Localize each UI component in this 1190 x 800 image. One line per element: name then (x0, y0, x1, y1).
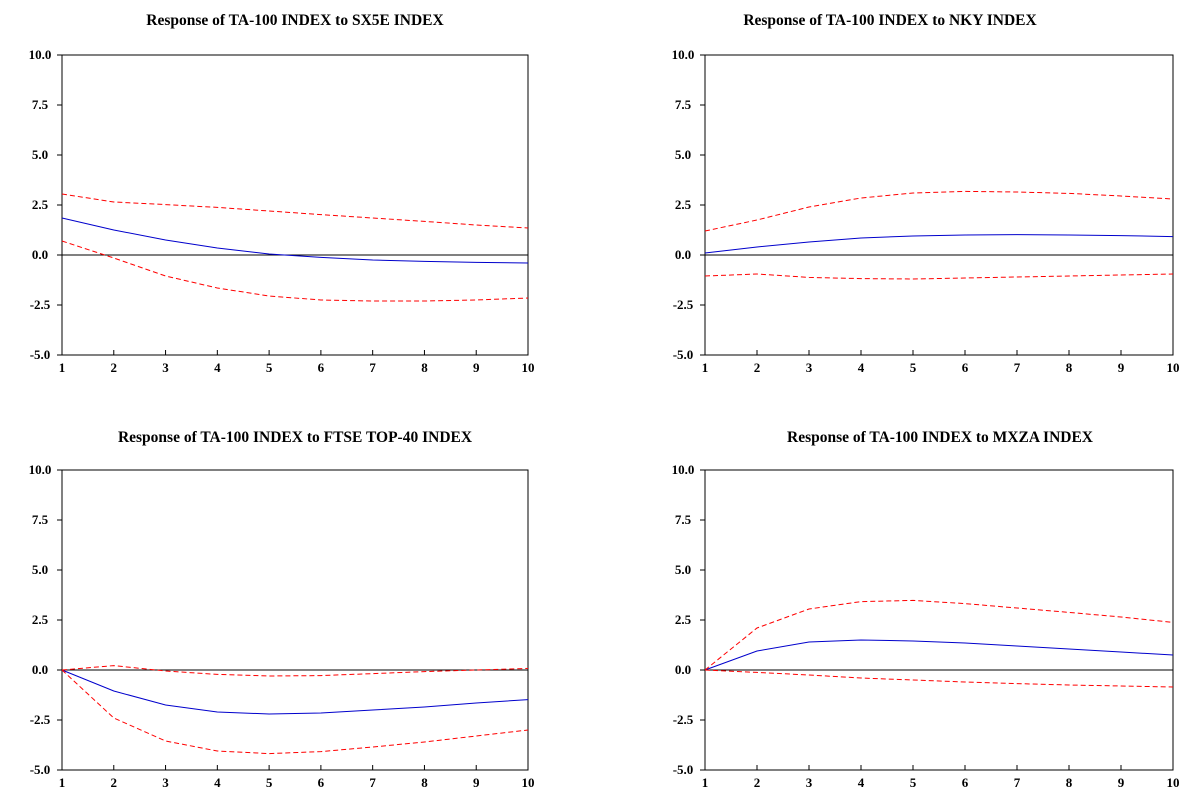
y-tick-label: -2.5 (30, 297, 51, 312)
x-tick-label: 3 (806, 360, 813, 375)
x-tick-label: 4 (214, 775, 221, 790)
series-response (704, 639, 1174, 671)
y-tick-label: 5.0 (32, 147, 48, 162)
x-tick-label: 4 (858, 775, 865, 790)
x-tick-label: 4 (858, 360, 865, 375)
x-tick-label: 7 (369, 775, 376, 790)
chart-svg: Response of TA-100 INDEX to SX5E INDEX 1… (29, 12, 535, 375)
y-tick-label: 0.0 (675, 247, 691, 262)
x-tick-label: 10 (1167, 775, 1180, 790)
y-tick-label: -5.0 (673, 347, 694, 362)
series-lower-band (61, 240, 529, 302)
chart-title: Response of TA-100 INDEX to FTSE TOP-40 … (118, 429, 473, 446)
x-tick-label: 2 (754, 775, 761, 790)
y-tick-label: 10.0 (672, 462, 695, 477)
x-tick-label: 9 (1118, 775, 1125, 790)
plot-frame (704, 54, 1174, 356)
y-tick-label: 7.5 (675, 512, 692, 527)
y-tick-label: 7.5 (32, 512, 49, 527)
chart-title: Response of TA-100 INDEX to SX5E INDEX (146, 12, 444, 29)
chart-svg: Response of TA-100 INDEX to NKY INDEX 10… (672, 12, 1180, 375)
series-upper-band (704, 599, 1174, 671)
plot-frame (61, 469, 529, 771)
y-tick-label: 5.0 (32, 562, 48, 577)
x-tick-label: 9 (473, 775, 480, 790)
y-tick-label: 2.5 (675, 197, 692, 212)
series-lower-band (61, 669, 529, 755)
chart-panel-mxza: Response of TA-100 INDEX to MXZA INDEX 1… (595, 400, 1190, 800)
x-tick-label: 2 (754, 360, 761, 375)
y-tick-label: -2.5 (30, 712, 51, 727)
x-tick-label: 8 (421, 775, 428, 790)
x-tick-label: 10 (1167, 360, 1180, 375)
chart-title: Response of TA-100 INDEX to NKY INDEX (743, 12, 1037, 29)
x-tick-label: 6 (318, 360, 325, 375)
chart-svg: Response of TA-100 INDEX to FTSE TOP-40 … (29, 429, 535, 790)
series-response (704, 234, 1174, 254)
y-tick-label: 10.0 (672, 47, 695, 62)
y-tick-label: -2.5 (673, 712, 694, 727)
x-tick-label: 8 (1066, 775, 1073, 790)
x-tick-label: 10 (522, 775, 535, 790)
x-tick-label: 9 (1118, 360, 1125, 375)
y-tick-label: 5.0 (675, 562, 691, 577)
x-tick-label: 8 (1066, 360, 1073, 375)
plot-frame (61, 54, 529, 356)
series-upper-band (704, 190, 1174, 232)
y-tick-label: -5.0 (30, 762, 51, 777)
y-tick-label: 0.0 (32, 247, 48, 262)
x-tick-label: 5 (910, 775, 917, 790)
x-tick-label: 1 (59, 775, 66, 790)
x-tick-label: 7 (1014, 360, 1021, 375)
chart-title: Response of TA-100 INDEX to MXZA INDEX (787, 429, 1094, 446)
x-tick-label: 6 (318, 775, 325, 790)
x-tick-label: 3 (162, 775, 169, 790)
y-tick-label: 0.0 (675, 662, 691, 677)
series-lower-band (704, 669, 1174, 688)
series-lower-band (704, 273, 1174, 280)
y-tick-label: 2.5 (675, 612, 692, 627)
series-response (61, 669, 529, 715)
y-tick-label: 7.5 (32, 97, 49, 112)
y-tick-label: 10.0 (29, 47, 52, 62)
x-tick-label: 4 (214, 360, 221, 375)
x-tick-label: 7 (369, 360, 376, 375)
x-tick-label: 2 (111, 360, 118, 375)
x-tick-label: 1 (702, 775, 709, 790)
x-tick-label: 1 (702, 360, 709, 375)
x-tick-label: 2 (111, 775, 118, 790)
x-tick-label: 1 (59, 360, 66, 375)
y-tick-label: -5.0 (673, 762, 694, 777)
chart-svg: Response of TA-100 INDEX to MXZA INDEX 1… (672, 429, 1180, 790)
x-tick-label: 9 (473, 360, 480, 375)
x-tick-label: 8 (421, 360, 428, 375)
y-tick-label: -2.5 (673, 297, 694, 312)
y-tick-label: 10.0 (29, 462, 52, 477)
chart-panel-sx5e: Response of TA-100 INDEX to SX5E INDEX 1… (0, 0, 595, 400)
chart-panel-nky: Response of TA-100 INDEX to NKY INDEX 10… (595, 0, 1190, 400)
plot-frame (704, 469, 1174, 771)
x-tick-label: 6 (962, 775, 969, 790)
y-tick-label: 2.5 (32, 197, 49, 212)
x-tick-label: 3 (162, 360, 169, 375)
y-tick-label: 7.5 (675, 97, 692, 112)
x-tick-label: 5 (910, 360, 917, 375)
series-upper-band (61, 193, 529, 229)
x-tick-label: 3 (806, 775, 813, 790)
y-tick-label: -5.0 (30, 347, 51, 362)
x-tick-label: 5 (266, 775, 273, 790)
series-upper-band (61, 665, 529, 677)
y-tick-label: 0.0 (32, 662, 48, 677)
x-tick-label: 10 (522, 360, 535, 375)
x-tick-label: 5 (266, 360, 273, 375)
y-tick-label: 5.0 (675, 147, 691, 162)
series-response (61, 217, 529, 264)
chart-panel-ftse: Response of TA-100 INDEX to FTSE TOP-40 … (0, 400, 595, 800)
x-tick-label: 7 (1014, 775, 1021, 790)
y-tick-label: 2.5 (32, 612, 49, 627)
x-tick-label: 6 (962, 360, 969, 375)
